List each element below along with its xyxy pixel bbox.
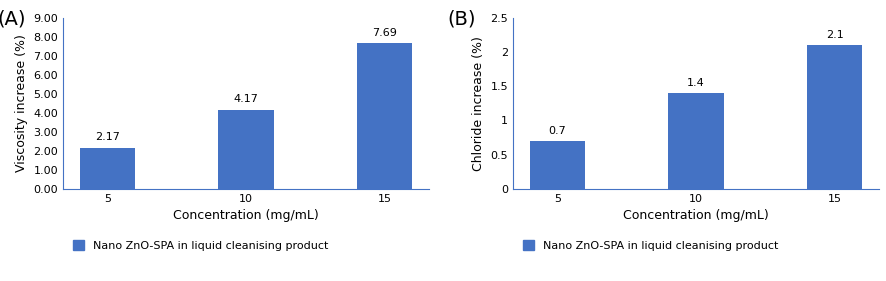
- Bar: [218, 110, 274, 189]
- Text: (B): (B): [447, 9, 476, 28]
- X-axis label: Concentration (mg/mL): Concentration (mg/mL): [623, 209, 769, 222]
- Bar: [807, 45, 862, 189]
- Y-axis label: Chloride increase (%): Chloride increase (%): [472, 36, 485, 171]
- Text: 2.17: 2.17: [95, 132, 120, 142]
- Bar: [357, 43, 413, 189]
- Bar: [530, 141, 585, 189]
- Text: (A): (A): [0, 9, 26, 28]
- Legend: Nano ZnO-SPA in liquid cleanising product: Nano ZnO-SPA in liquid cleanising produc…: [518, 235, 783, 255]
- Text: 0.7: 0.7: [548, 126, 566, 136]
- Text: 1.4: 1.4: [688, 78, 705, 88]
- Text: 4.17: 4.17: [234, 94, 259, 104]
- Legend: Nano ZnO-SPA in liquid cleanising product: Nano ZnO-SPA in liquid cleanising produc…: [69, 235, 333, 255]
- X-axis label: Concentration (mg/mL): Concentration (mg/mL): [174, 209, 319, 222]
- Bar: [80, 148, 136, 189]
- Y-axis label: Viscosity increase (%): Viscosity increase (%): [15, 34, 28, 172]
- Text: 2.1: 2.1: [826, 30, 843, 40]
- Text: 7.69: 7.69: [372, 28, 397, 38]
- Bar: [668, 93, 724, 189]
